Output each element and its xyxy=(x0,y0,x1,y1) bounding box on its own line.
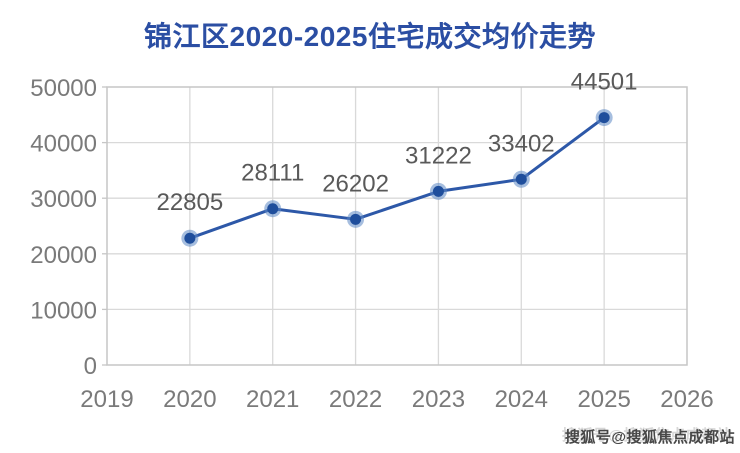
price-line xyxy=(188,116,606,240)
data-point-label: 28111 xyxy=(241,160,304,187)
data-point-label: 33402 xyxy=(488,130,555,157)
data-point xyxy=(184,232,196,244)
data-point xyxy=(267,203,279,215)
x-tick-label: 2022 xyxy=(329,386,382,413)
y-tick-label: 10000 xyxy=(30,297,97,324)
x-tick-label: 2023 xyxy=(412,386,465,413)
data-point-label: 22805 xyxy=(156,189,223,216)
data-point-label: 26202 xyxy=(322,170,389,197)
y-tick-label: 40000 xyxy=(30,131,97,158)
data-point xyxy=(598,112,610,124)
watermark: 搜狐号@搜狐焦点成都站 xyxy=(564,429,735,446)
y-tick-label: 30000 xyxy=(30,186,97,213)
x-tick-label: 2026 xyxy=(660,386,713,413)
x-tick-label: 2019 xyxy=(80,386,133,413)
y-tick-label: 50000 xyxy=(30,75,97,102)
data-point xyxy=(515,173,527,185)
chart-title: 锦江区2020-2025住宅成交均价走势 xyxy=(144,21,596,52)
data-point xyxy=(350,213,362,225)
data-point xyxy=(432,185,444,197)
data-point-label: 31222 xyxy=(405,142,472,169)
y-tick-label: 20000 xyxy=(30,242,97,269)
data-point-label: 44501 xyxy=(571,69,638,96)
x-tick-label: 2021 xyxy=(246,386,299,413)
x-tick-label: 2025 xyxy=(577,386,630,413)
plot-border xyxy=(106,86,688,366)
x-tick-label: 2024 xyxy=(495,386,548,413)
y-tick-label: 0 xyxy=(84,353,97,380)
x-tick-label: 2020 xyxy=(163,386,216,413)
